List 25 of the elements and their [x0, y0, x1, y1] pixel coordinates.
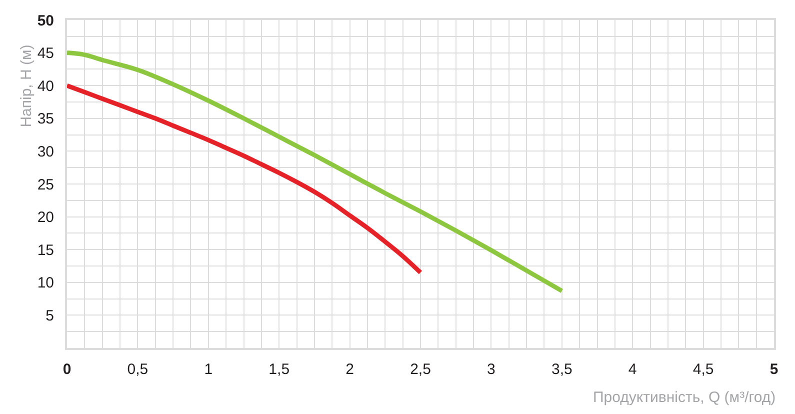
line-series — [67, 83, 423, 275]
y-tick-label: 50 — [37, 12, 54, 30]
x-axis-title: Продуктивність, Q (м³/год) — [593, 389, 776, 406]
y-tick-label: 20 — [37, 209, 54, 226]
x-tick-label: 1,5 — [268, 361, 290, 378]
y-tick-label: 15 — [37, 242, 54, 259]
x-tick-label: 3,5 — [551, 361, 572, 378]
y-tick-label: 25 — [37, 176, 54, 194]
line-series — [67, 50, 564, 294]
x-tick-label: 2,5 — [410, 361, 431, 378]
y-axis-title: Напір, Н (м) — [18, 44, 36, 128]
x-tick-label: 3 — [487, 361, 496, 378]
y-tick-label: 45 — [37, 45, 54, 62]
x-tick-label: 4,5 — [692, 361, 714, 378]
x-tick-label: 2 — [346, 361, 354, 378]
y-tick-label: 40 — [37, 78, 54, 95]
x-tick-label: 1 — [204, 361, 213, 378]
y-tick-label: 5 — [46, 307, 54, 324]
x-tick-label: 0 — [62, 361, 72, 378]
x-tick-label: 4 — [628, 361, 637, 378]
y-tick-label: 30 — [37, 143, 54, 160]
x-tick-label: 5 — [770, 361, 778, 378]
y-tick-label: 35 — [37, 110, 54, 128]
y-tick-label: 10 — [37, 274, 54, 292]
x-tick-label: 0,5 — [127, 361, 148, 378]
